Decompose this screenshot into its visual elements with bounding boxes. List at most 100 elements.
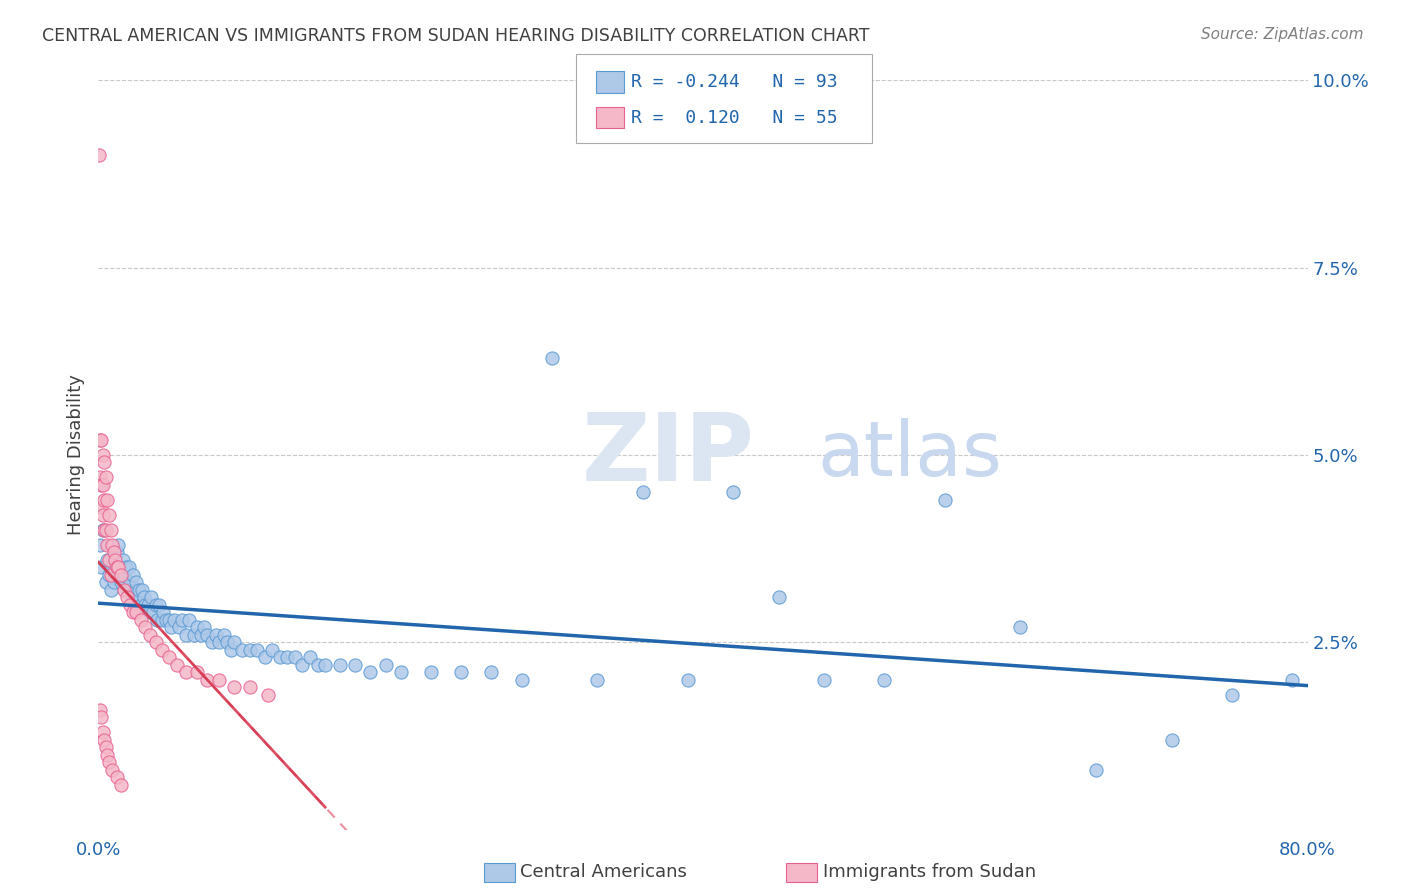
Point [91,508,114,522]
Point [91,523,114,537]
Point [1085,763,1108,777]
Point [98,553,121,567]
Point [98,567,121,582]
Point [145,635,167,649]
Point [101,560,124,574]
Point [586,673,609,687]
Point [183,628,205,642]
Point [112,567,135,582]
Point [93,732,115,747]
Point [195,628,218,642]
Text: R = -0.244   N = 93: R = -0.244 N = 93 [631,73,838,91]
Point [344,657,367,672]
Point [134,598,156,612]
Point [94,740,117,755]
Point [118,560,141,574]
Point [122,605,145,619]
Point [239,680,262,694]
Point [107,538,129,552]
Point [93,492,115,507]
Point [127,591,149,605]
Point [91,725,114,739]
Point [873,673,896,687]
Point [450,665,472,680]
Point [374,657,396,672]
Point [163,613,186,627]
Point [205,628,228,642]
Point [105,560,128,574]
Point [94,575,117,590]
Point [246,642,269,657]
Point [111,553,134,567]
Point [128,582,150,597]
Point [224,635,246,649]
Point [420,665,443,680]
Point [104,553,127,567]
Point [190,628,212,642]
Point [1220,688,1243,702]
Point [1281,673,1303,687]
Point [186,665,208,680]
Point [329,657,352,672]
Point [142,605,165,619]
Point [112,582,135,597]
Point [96,492,118,507]
Point [174,628,197,642]
Point [139,628,162,642]
Point [208,635,231,649]
Point [101,538,124,552]
Point [145,598,167,612]
Point [90,478,112,492]
Text: Immigrants from Sudan: Immigrants from Sudan [823,863,1036,881]
Point [360,665,382,680]
Text: CENTRAL AMERICAN VS IMMIGRANTS FROM SUDAN HEARING DISABILITY CORRELATION CHART: CENTRAL AMERICAN VS IMMIGRANTS FROM SUDA… [42,27,870,45]
Point [307,657,329,672]
Point [170,613,193,627]
Point [231,642,253,657]
Point [110,778,132,792]
Point [120,575,142,590]
Point [1160,732,1182,747]
Point [96,747,118,762]
Point [103,545,125,559]
Point [105,545,128,559]
Point [146,613,169,627]
Point [540,351,562,365]
Point [131,582,153,597]
Point [481,665,503,680]
Point [93,523,115,537]
Point [115,591,138,605]
Point [124,582,146,597]
Point [104,560,127,574]
Y-axis label: Hearing Disability: Hearing Disability [66,375,84,535]
Point [100,582,122,597]
Point [160,620,183,634]
Point [148,598,170,612]
Point [94,470,117,484]
Point [134,620,156,634]
Point [141,591,163,605]
Point [389,665,412,680]
Point [314,657,336,672]
Point [89,470,111,484]
Point [107,560,129,574]
Point [150,613,173,627]
Point [90,560,112,574]
Point [284,650,307,665]
Point [152,605,174,619]
Point [166,657,188,672]
Point [262,642,284,657]
Point [114,560,136,574]
Point [256,688,278,702]
Point [90,433,112,447]
Point [94,523,117,537]
Point [121,591,143,605]
Point [150,642,173,657]
Point [103,575,125,590]
Point [201,635,224,649]
Point [239,642,262,657]
Text: R =  0.120   N = 55: R = 0.120 N = 55 [631,109,838,127]
Point [100,567,122,582]
Point [89,703,111,717]
Point [676,673,699,687]
